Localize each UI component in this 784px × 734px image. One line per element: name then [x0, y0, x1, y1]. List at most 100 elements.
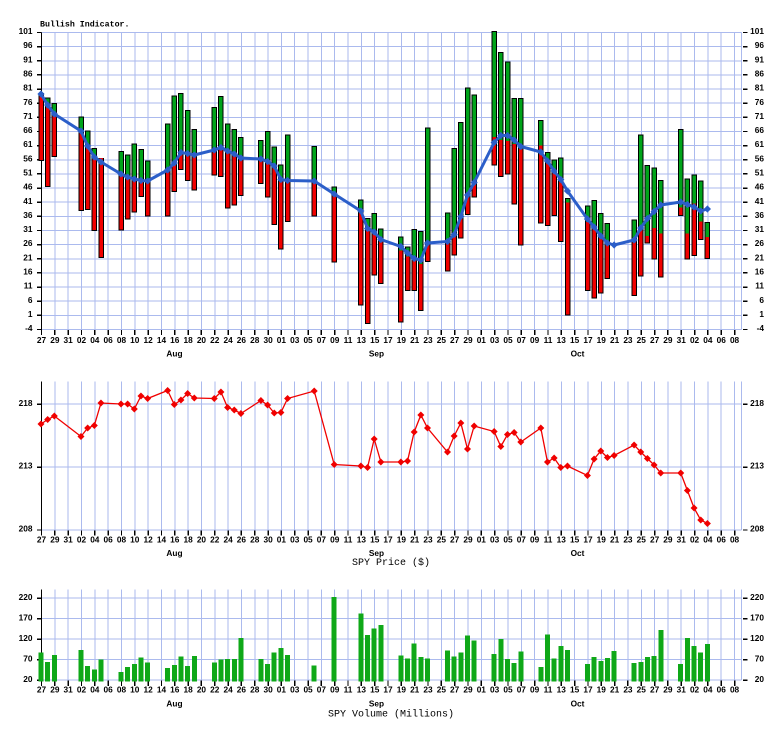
svg-text:09: 09 — [530, 685, 540, 695]
svg-text:11: 11 — [544, 335, 553, 345]
svg-text:13: 13 — [557, 534, 567, 544]
svg-text:213: 213 — [750, 461, 764, 471]
svg-text:15: 15 — [370, 685, 380, 695]
svg-text:76: 76 — [23, 97, 33, 107]
svg-text:15: 15 — [570, 685, 580, 695]
svg-text:21: 21 — [410, 685, 420, 695]
svg-text:15: 15 — [570, 335, 580, 345]
svg-text:05: 05 — [303, 534, 313, 544]
svg-text:6: 6 — [28, 295, 33, 305]
svg-text:01: 01 — [277, 335, 287, 345]
svg-text:18: 18 — [183, 335, 193, 345]
svg-text:170: 170 — [19, 612, 33, 622]
svg-text:06: 06 — [717, 335, 727, 345]
svg-text:SPY Price ($): SPY Price ($) — [352, 557, 430, 569]
svg-text:91: 91 — [23, 54, 33, 64]
svg-text:01: 01 — [477, 685, 487, 695]
svg-text:Aug: Aug — [166, 699, 182, 709]
svg-text:04: 04 — [703, 685, 713, 695]
svg-text:71: 71 — [23, 111, 33, 121]
svg-text:07: 07 — [317, 685, 327, 695]
svg-text:08: 08 — [730, 685, 740, 695]
svg-text:10: 10 — [130, 685, 140, 695]
svg-text:1: 1 — [28, 309, 33, 319]
svg-text:31: 31 — [677, 685, 687, 695]
svg-text:19: 19 — [597, 685, 607, 695]
svg-text:17: 17 — [583, 685, 593, 695]
svg-text:23: 23 — [623, 335, 633, 345]
svg-text:29: 29 — [463, 534, 473, 544]
svg-text:25: 25 — [637, 534, 647, 544]
svg-text:-4: -4 — [757, 323, 765, 333]
svg-text:21: 21 — [410, 534, 420, 544]
svg-text:101: 101 — [750, 26, 764, 36]
svg-text:26: 26 — [237, 335, 247, 345]
svg-text:19: 19 — [597, 534, 607, 544]
svg-text:61: 61 — [755, 139, 765, 149]
svg-text:20: 20 — [197, 685, 207, 695]
svg-text:Sep: Sep — [369, 548, 384, 558]
svg-text:02: 02 — [690, 335, 700, 345]
svg-text:29: 29 — [463, 685, 473, 695]
svg-text:27: 27 — [450, 335, 460, 345]
svg-text:02: 02 — [690, 534, 700, 544]
svg-text:66: 66 — [755, 125, 765, 135]
svg-text:20: 20 — [197, 335, 207, 345]
svg-text:96: 96 — [23, 40, 33, 50]
svg-text:12: 12 — [144, 335, 154, 345]
svg-text:41: 41 — [755, 196, 765, 206]
svg-text:29: 29 — [50, 335, 60, 345]
svg-text:70: 70 — [23, 653, 33, 663]
svg-text:23: 23 — [623, 534, 633, 544]
svg-text:16: 16 — [170, 685, 180, 695]
svg-text:11: 11 — [344, 534, 353, 544]
svg-text:51: 51 — [23, 168, 33, 178]
svg-text:06: 06 — [104, 685, 114, 695]
svg-text:26: 26 — [237, 685, 247, 695]
svg-text:30: 30 — [263, 335, 273, 345]
svg-text:11: 11 — [544, 685, 553, 695]
svg-text:09: 09 — [530, 534, 540, 544]
svg-text:11: 11 — [344, 685, 353, 695]
svg-text:14: 14 — [157, 335, 167, 345]
svg-text:28: 28 — [250, 685, 260, 695]
svg-text:25: 25 — [437, 335, 447, 345]
svg-text:56: 56 — [755, 153, 765, 163]
svg-text:51: 51 — [755, 168, 765, 178]
svg-text:13: 13 — [557, 335, 567, 345]
svg-text:24: 24 — [223, 335, 233, 345]
svg-text:Bullish Indicator.: Bullish Indicator. — [40, 19, 130, 29]
svg-text:03: 03 — [290, 335, 300, 345]
svg-text:36: 36 — [755, 210, 765, 220]
svg-text:29: 29 — [663, 534, 673, 544]
svg-text:23: 23 — [623, 685, 633, 695]
svg-text:17: 17 — [583, 335, 593, 345]
svg-text:03: 03 — [490, 335, 500, 345]
svg-text:31: 31 — [64, 685, 74, 695]
svg-text:01: 01 — [477, 335, 487, 345]
svg-text:86: 86 — [23, 69, 33, 79]
svg-text:27: 27 — [650, 534, 660, 544]
svg-text:21: 21 — [610, 685, 620, 695]
svg-text:21: 21 — [410, 335, 420, 345]
svg-text:-4: -4 — [25, 323, 33, 333]
svg-text:31: 31 — [64, 534, 74, 544]
svg-text:31: 31 — [64, 335, 74, 345]
svg-text:01: 01 — [277, 685, 287, 695]
svg-text:12: 12 — [144, 685, 154, 695]
svg-text:11: 11 — [344, 335, 353, 345]
svg-text:Oct: Oct — [571, 548, 585, 558]
svg-text:11: 11 — [755, 281, 764, 291]
svg-text:120: 120 — [750, 633, 764, 643]
svg-text:02: 02 — [77, 685, 87, 695]
svg-text:19: 19 — [397, 335, 407, 345]
svg-text:Aug: Aug — [166, 349, 182, 359]
svg-text:120: 120 — [19, 633, 33, 643]
svg-text:SPY Volume (Millions): SPY Volume (Millions) — [328, 709, 454, 721]
svg-text:25: 25 — [437, 534, 447, 544]
svg-text:13: 13 — [357, 534, 367, 544]
svg-text:208: 208 — [750, 524, 764, 534]
svg-text:29: 29 — [663, 685, 673, 695]
svg-text:14: 14 — [157, 534, 167, 544]
svg-text:23: 23 — [423, 335, 433, 345]
